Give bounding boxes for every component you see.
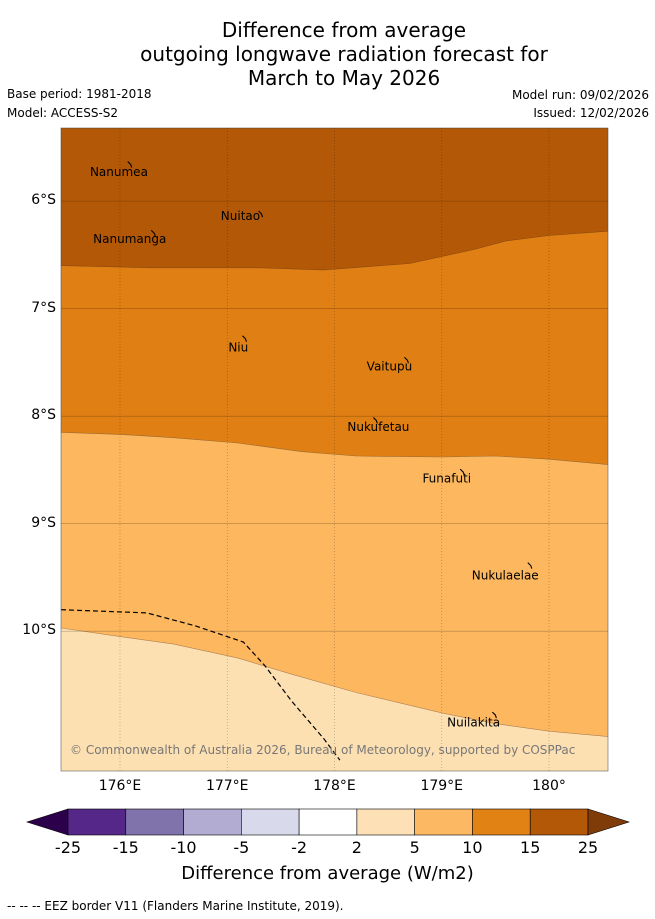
- colorbar-segment-0: [67, 808, 127, 836]
- colorbar-tick-9: 25: [577, 838, 599, 857]
- place-label-vaitupu: Vaitupu: [367, 360, 413, 374]
- y-tick-label-1: 7°S: [31, 299, 56, 316]
- colorbar-tick-3: -5: [233, 838, 250, 857]
- colorbar-low-arrow: [26, 808, 69, 836]
- colorbar-tick-5: 2: [351, 838, 362, 857]
- island-mark-nuitao: [258, 210, 264, 218]
- colorbar-tick-7: 10: [462, 838, 483, 857]
- contour-15: [61, 230, 608, 271]
- gridlines: [61, 128, 608, 771]
- x-tick-label-0: 176°E: [98, 778, 142, 794]
- place-label-nuitao: Nuitao: [221, 209, 260, 223]
- colorbar-segment-6: [414, 808, 473, 836]
- island-mark-nanumea: [127, 161, 133, 168]
- contour-10: [61, 432, 608, 465]
- issued-date: Issued: 12/02/2026: [533, 106, 649, 120]
- island-mark-niu: [242, 335, 247, 342]
- colorbar-tick-6: 5: [409, 838, 420, 857]
- colorbar-segment-7: [472, 808, 531, 836]
- colorbar-tick-2: -10: [170, 838, 197, 857]
- colorbar-high-arrow: [587, 808, 630, 836]
- colorbar-segment-4: [298, 808, 358, 836]
- island-mark-nuilakita: [491, 711, 497, 719]
- title-line-3: March to May 2026: [247, 66, 441, 90]
- colorbar-tick-0: -25: [54, 838, 82, 857]
- island-mark-nanumanga: [150, 229, 156, 237]
- x-tick-label-1: 177°E: [205, 778, 249, 794]
- y-tick-label-0: 6°S: [31, 192, 56, 209]
- island-mark-nukufetau: [372, 417, 378, 424]
- copyright-notice: © Commonwealth of Australia 2026, Bureau…: [70, 743, 575, 757]
- y-tick-label-2: 8°S: [31, 407, 56, 424]
- eez-border-line: [61, 609, 341, 761]
- model-name: Model: ACCESS-S2: [7, 106, 119, 120]
- title-line-1: Difference from average: [221, 18, 467, 42]
- island-mark-vaitupu: [404, 356, 409, 364]
- colorbar: [26, 808, 630, 836]
- x-tick-label-3: 179°E: [420, 778, 464, 794]
- place-label-nukufetau: Nukufetau: [347, 420, 409, 434]
- colorbar-segment-3: [241, 808, 300, 836]
- colorbar-segment-1: [125, 808, 184, 836]
- model-run: Model run: 09/02/2026: [511, 88, 649, 102]
- island-mark-nukulaelae: [527, 562, 533, 569]
- title-line-2: outgoing longwave radiation forecast for: [140, 42, 548, 66]
- colorbar-segment-8: [529, 808, 589, 836]
- colorbar-label: Difference from average (W/m2): [181, 863, 474, 884]
- region-15-to-25: [61, 128, 608, 270]
- x-tick-label-4: 180°: [532, 778, 566, 794]
- island-mark-funafuti: [459, 468, 465, 476]
- place-label-niu: Niu: [228, 340, 248, 354]
- place-label-nanumea: Nanumea: [90, 165, 148, 179]
- colorbar-tick-8: 15: [520, 838, 541, 857]
- y-tick-label-4: 10°S: [22, 622, 56, 639]
- map-frame: [60, 127, 609, 772]
- place-label-nanumanga: Nanumanga: [93, 232, 166, 246]
- contour-5: [61, 627, 608, 737]
- base-period: Base period: 1981-2018: [7, 87, 152, 101]
- eez-footer-note: -- -- -- EEZ border V11 (Flanders Marine…: [7, 899, 344, 913]
- place-label-nukulaelae: Nukulaelae: [472, 568, 539, 582]
- map-area: Nanumea Nuitao Nanumanga Niu Vaitupu Nukufeta…: [61, 128, 608, 771]
- x-tick-label-2: 178°E: [313, 778, 356, 794]
- colorbar-segment-2: [183, 808, 242, 836]
- place-label-funafuti: Funafuti: [422, 472, 471, 486]
- place-label-nuilakita: Nuilakita: [447, 716, 500, 730]
- colorbar-tick-4: -2: [291, 838, 308, 857]
- colorbar-segment-5: [356, 808, 415, 836]
- place-labels: Nanumea Nuitao Nanumanga Niu Vaitupu Nukufeta…: [90, 161, 539, 730]
- colorbar-tick-1: -15: [112, 838, 139, 857]
- y-tick-label-3: 9°S: [31, 514, 56, 531]
